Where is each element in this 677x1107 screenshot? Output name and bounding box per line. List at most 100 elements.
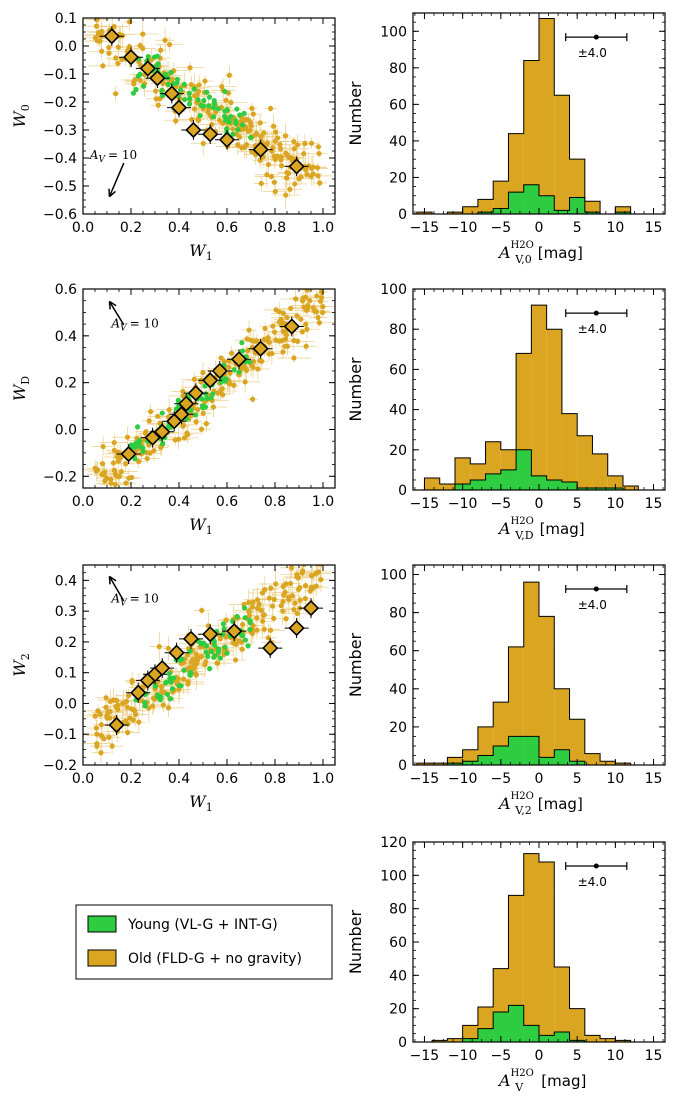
old-point (218, 355, 224, 361)
old-point (243, 142, 250, 148)
young-bar (523, 736, 539, 765)
old-point (250, 111, 256, 117)
young-point (195, 97, 201, 103)
young-point (164, 691, 171, 698)
old-point (98, 722, 104, 728)
y-tick-label: −0.2 (43, 469, 77, 485)
old-point (315, 173, 321, 179)
histogram-outline (423, 304, 639, 490)
old-point (108, 476, 114, 482)
y-tick-label: 100 (380, 568, 407, 584)
young-point (162, 680, 169, 686)
old-point (203, 659, 209, 665)
old-point (230, 640, 236, 646)
old-point (92, 713, 98, 719)
old-point (299, 570, 305, 576)
old-point (100, 63, 106, 69)
old-point (262, 325, 268, 332)
young-point (160, 93, 166, 99)
old-point (140, 45, 146, 52)
x-axis-label-sup: H2O (511, 240, 534, 251)
old-point (310, 556, 315, 561)
old-point (304, 171, 310, 178)
errorbar-label: ±4.0 (578, 322, 607, 336)
young-point (220, 621, 226, 627)
mean-diamond (226, 623, 243, 640)
young-point (177, 87, 184, 93)
old-point (288, 305, 294, 312)
young-point (199, 396, 205, 402)
hist-av: ±4.0 −15 −10 −5 0 5 10 15 0 20 40 60 80 100 120 Number A… (346, 835, 666, 1094)
old-bar (569, 1008, 585, 1042)
x-axis-label: W1 (189, 792, 212, 814)
x-axis-label-sub: V,D (514, 529, 534, 542)
old-point (160, 80, 166, 87)
young-point (224, 650, 230, 656)
old-point (271, 596, 277, 602)
old-point (129, 679, 135, 685)
young-point (234, 106, 240, 112)
young-point (175, 397, 181, 403)
old-bar (554, 688, 570, 765)
old-point (288, 565, 295, 571)
young-point (206, 103, 212, 109)
old-point (151, 448, 157, 454)
old-point (310, 585, 316, 591)
old-point (129, 474, 135, 481)
x-tick-label: 0.4 (168, 220, 190, 236)
old-bar (432, 1040, 448, 1042)
x-tick-label: −15 (410, 1048, 440, 1064)
old-point (316, 320, 322, 326)
young-point (192, 412, 199, 418)
young-point (210, 391, 216, 397)
histogram-outline (416, 735, 631, 765)
young-point (160, 441, 166, 447)
young-point (217, 655, 224, 661)
old-point (261, 626, 267, 632)
old-bar (523, 853, 539, 1042)
x-axis-label-symbol: A (497, 519, 511, 538)
young-point (131, 444, 138, 450)
old-point (180, 388, 186, 394)
old-point (314, 565, 320, 567)
young-bar (584, 212, 601, 214)
x-axis-label-sub: 1 (206, 801, 213, 814)
old-point (303, 294, 309, 300)
x-tick-label: −10 (448, 771, 478, 787)
old-point (261, 130, 267, 136)
old-point (125, 721, 131, 727)
y-axis-label: Number (346, 909, 365, 974)
y-axis-label-sub: 0 (19, 104, 32, 111)
old-point (150, 703, 156, 709)
old-point (187, 65, 193, 71)
old-point (303, 554, 308, 559)
old-point (307, 298, 313, 304)
y-tick-label: 0.2 (55, 635, 77, 651)
old-point (295, 142, 301, 148)
x-axis-label-unit: [mag] (538, 244, 583, 262)
young-point (242, 615, 248, 621)
old-bar (584, 753, 601, 765)
mean-diamond (168, 644, 185, 661)
old-point (213, 109, 219, 115)
y-tick-label: 0.6 (55, 282, 77, 298)
young-bar (493, 1012, 509, 1042)
old-point (293, 296, 299, 302)
young-point (133, 86, 139, 93)
y-tick-label: 80 (389, 606, 407, 622)
old-point (196, 82, 202, 88)
y-tick-label: 0.3 (55, 604, 77, 620)
young-bar (508, 192, 524, 214)
young-point (140, 448, 146, 454)
y-axis-label-symbol: W (10, 383, 29, 401)
old-point (235, 142, 241, 148)
old-point (280, 349, 286, 355)
x-axis-label: AH2O V,0 [mag] (497, 240, 583, 266)
plot-area (83, 289, 335, 488)
old-point (282, 133, 289, 139)
old-point (316, 150, 322, 157)
young-point (188, 670, 194, 676)
old-point (239, 646, 245, 652)
old-point (302, 140, 308, 147)
